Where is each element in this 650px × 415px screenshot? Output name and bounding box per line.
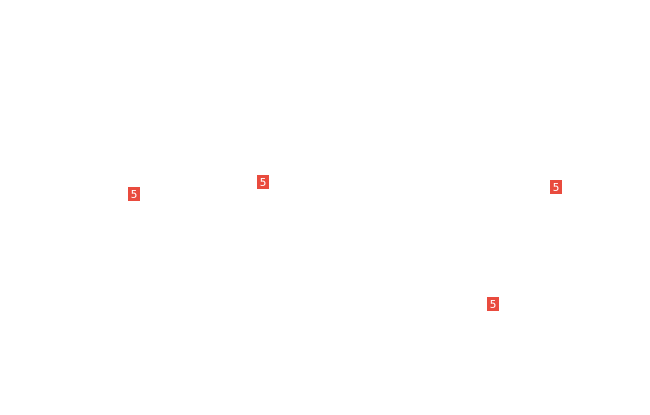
som-mark-badge[interactable]: 5: [487, 297, 499, 311]
som-mark-badge[interactable]: 5: [550, 180, 562, 194]
som-mark-badge[interactable]: 5: [257, 175, 269, 189]
som-mark-badge[interactable]: 5: [128, 187, 140, 201]
